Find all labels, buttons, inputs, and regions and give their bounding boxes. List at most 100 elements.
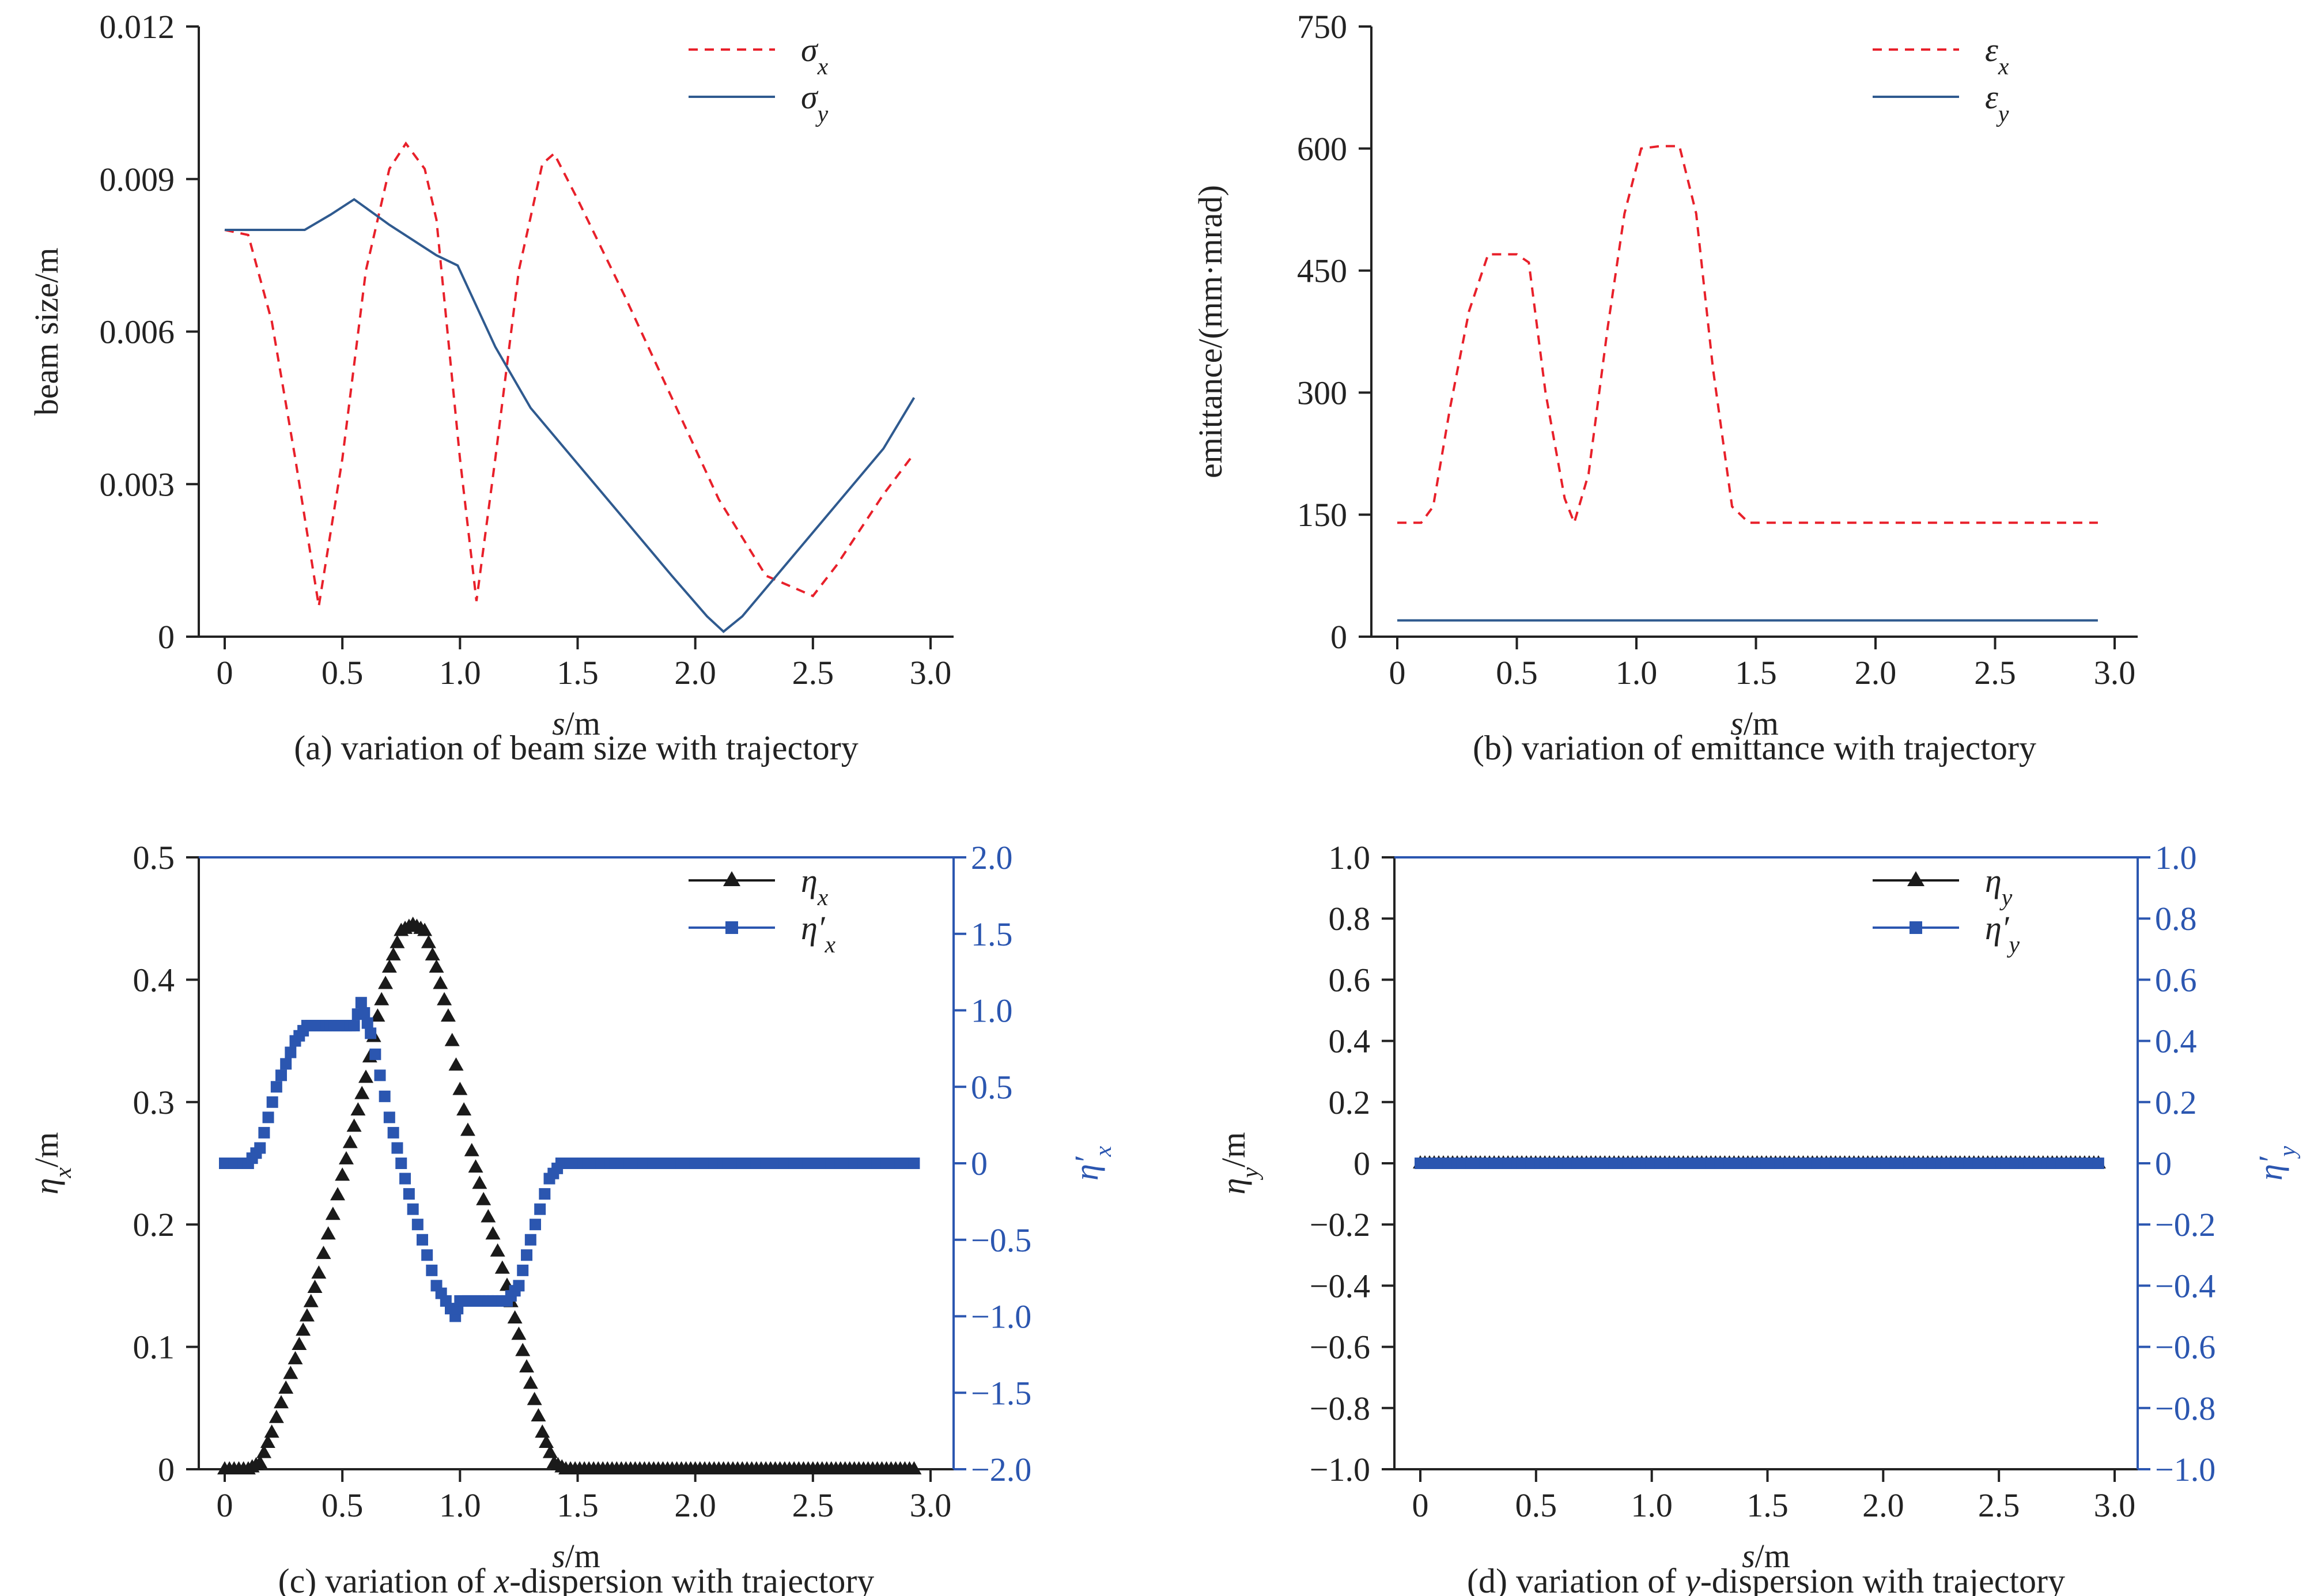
triangle-marker bbox=[472, 1175, 487, 1189]
triangle-marker bbox=[464, 1143, 479, 1156]
triangle-marker bbox=[425, 947, 440, 960]
square-marker bbox=[517, 1264, 529, 1276]
x-tick-label: 0 bbox=[217, 1487, 233, 1524]
x-tick-label: 2.0 bbox=[674, 654, 716, 691]
triangle-marker bbox=[381, 959, 397, 973]
chart-caption: (a) variation of beam size with trajecto… bbox=[294, 729, 859, 767]
y-tick-label: −0.4 bbox=[1310, 1267, 1370, 1304]
triangle-marker bbox=[374, 992, 390, 1005]
triangle-marker bbox=[456, 1102, 472, 1115]
square-marker bbox=[254, 1142, 266, 1154]
triangle-marker bbox=[320, 1226, 336, 1240]
triangle-marker bbox=[390, 935, 405, 948]
square-marker bbox=[403, 1188, 415, 1200]
x-tick-label: 2.5 bbox=[792, 654, 834, 691]
triangle-marker bbox=[440, 1008, 456, 1022]
square-marker bbox=[908, 1158, 920, 1169]
triangle-marker bbox=[527, 1391, 542, 1405]
square-marker bbox=[391, 1142, 403, 1154]
x-tick-label: 1.0 bbox=[1616, 654, 1658, 691]
chart-panel-a: 0 0.5 1.0 1.5 2.0 2.5 3.0 0 0.003 0.006 0.009 0.012… bbox=[28, 8, 954, 767]
x-tick-label: 1.0 bbox=[439, 1487, 481, 1524]
square-marker bbox=[426, 1264, 438, 1276]
triangle-marker bbox=[252, 1455, 268, 1469]
triangle-marker bbox=[269, 1409, 284, 1423]
triangle-marker bbox=[325, 1207, 341, 1220]
x-tick-label: 0 bbox=[1389, 654, 1406, 691]
triangle-marker bbox=[350, 1102, 366, 1115]
x-tick-label: 1.5 bbox=[1735, 654, 1777, 691]
square-marker bbox=[524, 1234, 536, 1246]
x-tick-label: 2.0 bbox=[1862, 1487, 1904, 1524]
triangle-marker bbox=[370, 1008, 385, 1022]
legend-label: η′y bbox=[1985, 909, 2020, 958]
y-tick-label: 150 bbox=[1297, 496, 1347, 534]
triangle-marker bbox=[452, 1081, 468, 1095]
x-tick-label: 2.5 bbox=[792, 1487, 834, 1524]
y2-axis-label: η′x bbox=[1068, 1146, 1117, 1181]
y-axis-label: emittance/(mm·mrad) bbox=[1192, 185, 1229, 478]
y-tick-label: 0.2 bbox=[1329, 1084, 1371, 1121]
triangle-marker bbox=[542, 1444, 558, 1458]
y-tick-label: 0.012 bbox=[100, 8, 175, 46]
y-tick-label: 0.2 bbox=[133, 1206, 175, 1243]
triangle-marker bbox=[299, 1308, 315, 1322]
triangle-marker bbox=[378, 975, 394, 989]
triangle-marker bbox=[433, 975, 448, 989]
triangle-marker bbox=[468, 1159, 483, 1173]
y2-axis-label: η′y bbox=[2252, 1146, 2301, 1181]
y2-tick-label: −1.5 bbox=[971, 1374, 1031, 1412]
x-tick-label: 3.0 bbox=[910, 654, 952, 691]
square-marker bbox=[534, 1203, 546, 1215]
y-axis-label: ηy/m bbox=[1215, 1132, 1264, 1195]
triangle-marker bbox=[429, 959, 444, 973]
y-tick-label: 0 bbox=[158, 618, 175, 656]
y2-tick-label: 1.0 bbox=[2155, 839, 2197, 876]
y-tick-label: 0.009 bbox=[100, 161, 175, 198]
square-marker bbox=[280, 1058, 292, 1070]
x-tick-label: 0.5 bbox=[322, 654, 364, 691]
triangle-marker bbox=[316, 1246, 331, 1260]
chart-caption: (c) variation of x-dispersion with traje… bbox=[278, 1562, 875, 1596]
square-marker bbox=[395, 1158, 407, 1169]
square-marker bbox=[399, 1173, 411, 1185]
square-marker bbox=[348, 1020, 360, 1032]
x-tick-label: 2.5 bbox=[1974, 654, 2016, 691]
y2-tick-label: −0.5 bbox=[971, 1221, 1031, 1259]
triangle-marker bbox=[311, 1265, 327, 1279]
y-tick-label: 0.1 bbox=[133, 1329, 175, 1366]
x-tick-label: 1.0 bbox=[1631, 1487, 1673, 1524]
x-tick-label: 0.5 bbox=[1496, 654, 1538, 691]
legend-label: εy bbox=[1985, 78, 2009, 127]
x-tick-label: 3.0 bbox=[910, 1487, 952, 1524]
series-line-0 bbox=[224, 141, 915, 607]
x-tick-label: 0.5 bbox=[322, 1487, 364, 1524]
triangle-marker bbox=[515, 1342, 531, 1356]
square-marker bbox=[521, 1249, 533, 1261]
y-tick-label: −0.8 bbox=[1310, 1390, 1370, 1427]
triangle-marker bbox=[531, 1408, 546, 1421]
triangle-marker bbox=[437, 992, 452, 1005]
triangle-marker bbox=[460, 1122, 475, 1136]
triangle-marker bbox=[288, 1351, 303, 1364]
y2-tick-label: 0.2 bbox=[2155, 1084, 2197, 1121]
y-tick-label: 450 bbox=[1297, 252, 1347, 290]
triangle-marker bbox=[260, 1434, 275, 1448]
x-axis-label: s/m bbox=[1742, 1537, 1790, 1575]
x-tick-label: 2.0 bbox=[1855, 654, 1897, 691]
y-tick-label: 0.5 bbox=[133, 839, 175, 876]
triangle-marker bbox=[535, 1424, 550, 1438]
triangle-marker bbox=[507, 1310, 523, 1324]
square-marker bbox=[262, 1111, 274, 1124]
y2-tick-label: −0.4 bbox=[2155, 1267, 2215, 1304]
y-tick-label: 0.006 bbox=[100, 313, 175, 351]
triangle-marker bbox=[264, 1424, 279, 1438]
y-tick-label: 0.8 bbox=[1329, 900, 1371, 937]
square-marker bbox=[258, 1126, 270, 1139]
square-marker bbox=[2092, 1158, 2104, 1169]
y-tick-label: 0.4 bbox=[133, 961, 175, 999]
triangle-marker bbox=[296, 1322, 311, 1336]
triangle-marker bbox=[358, 1069, 373, 1083]
y2-tick-label: −1.0 bbox=[971, 1298, 1031, 1336]
